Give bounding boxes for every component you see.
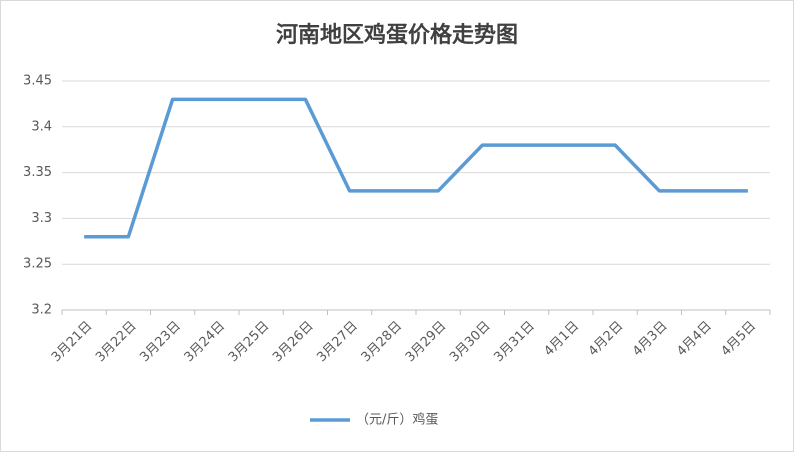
y-tick-label: 3.2 bbox=[31, 303, 52, 318]
chart-title: 河南地区鸡蛋价格走势图 bbox=[276, 22, 518, 48]
y-tick-label: 3.3 bbox=[31, 211, 52, 226]
y-tick-label: 3.4 bbox=[31, 119, 52, 134]
y-tick-label: 3.35 bbox=[23, 165, 52, 180]
line bbox=[84, 97, 748, 239]
legend-label: （元/斤）鸡蛋 bbox=[356, 412, 438, 428]
y-tick-label: 3.45 bbox=[23, 74, 52, 89]
y-tick-label: 3.25 bbox=[23, 257, 52, 272]
